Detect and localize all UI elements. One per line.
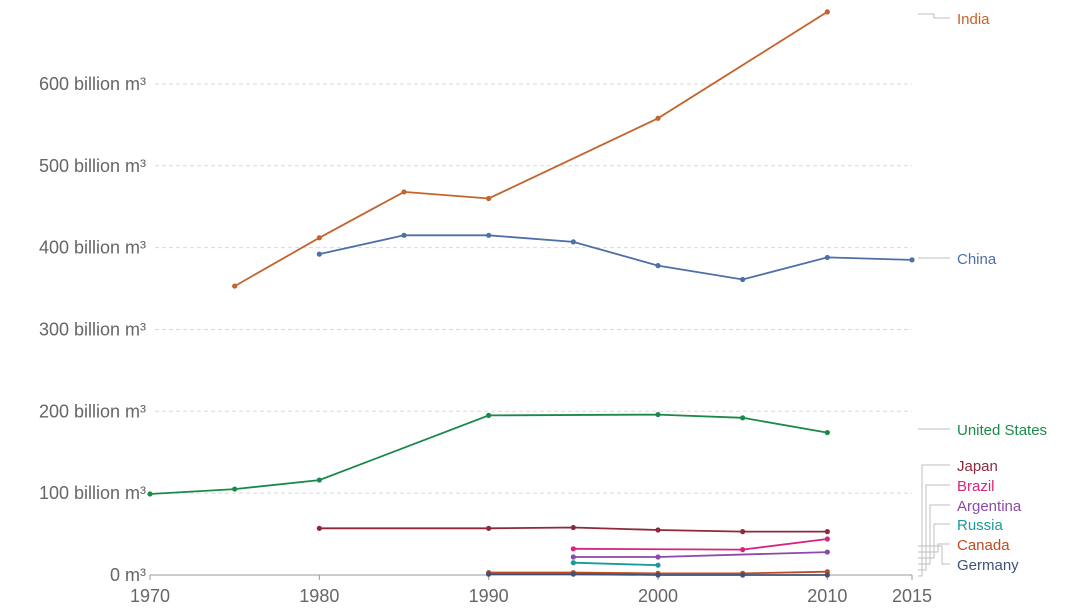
x-tick-label: 2015 bbox=[892, 586, 932, 606]
data-point-united-states bbox=[740, 415, 746, 421]
series-label-united-states: United States bbox=[957, 422, 1047, 439]
data-point-china bbox=[655, 263, 661, 269]
data-point-india bbox=[655, 115, 661, 121]
y-tick-label: 0 m³ bbox=[110, 565, 146, 585]
leader-line-russia bbox=[918, 523, 950, 559]
y-tick-label: 200 billion m³ bbox=[39, 401, 146, 421]
x-tick-label: 1980 bbox=[299, 586, 339, 606]
data-point-brazil bbox=[824, 536, 830, 542]
x-tick-label: 2010 bbox=[807, 586, 847, 606]
leader-line-india bbox=[918, 13, 950, 19]
series-line-united-states bbox=[149, 413, 828, 495]
y-tick-label: 100 billion m³ bbox=[39, 483, 146, 503]
data-point-india bbox=[401, 189, 407, 195]
series-line-china bbox=[319, 234, 913, 281]
data-point-india bbox=[824, 9, 830, 15]
data-point-india bbox=[232, 283, 238, 289]
y-tick-label: 500 billion m³ bbox=[39, 156, 146, 176]
series-label-india: India bbox=[957, 11, 990, 28]
data-point-china bbox=[824, 254, 830, 261]
leader-line-argentina bbox=[918, 504, 950, 565]
leader-line-canada bbox=[918, 543, 950, 553]
leader-line-germany bbox=[918, 545, 950, 565]
data-point-china bbox=[316, 251, 322, 257]
series-label-brazil: Brazil bbox=[957, 478, 995, 495]
y-axis-tick-labels: 0 m³ 100 billion m³ 200 billion m³ 300 bill… bbox=[39, 74, 146, 585]
leader-line-brazil bbox=[918, 484, 950, 571]
data-point-united-states bbox=[824, 429, 830, 436]
series-label-canada: Canada bbox=[957, 537, 1010, 554]
data-point-united-states bbox=[316, 477, 322, 483]
series-label-china: China bbox=[957, 251, 997, 268]
data-point-brazil bbox=[570, 546, 576, 552]
data-point-brazil bbox=[740, 547, 746, 553]
data-point-argentina bbox=[824, 549, 830, 555]
data-point-russia bbox=[570, 560, 576, 566]
data-point-china bbox=[401, 232, 407, 238]
data-point-united-states bbox=[486, 412, 492, 418]
data-point-china bbox=[740, 276, 746, 283]
data-point-japan bbox=[570, 524, 576, 531]
series-line-russia bbox=[573, 561, 659, 567]
data-point-japan bbox=[824, 529, 830, 535]
data-point-united-states bbox=[232, 486, 238, 492]
series-label-germany: Germany bbox=[957, 557, 1019, 574]
series-line-brazil bbox=[573, 538, 828, 551]
y-tick-label: 400 billion m³ bbox=[39, 238, 146, 258]
series-labels: India China United States Japan Brazil Argent… bbox=[918, 11, 1047, 577]
data-point-japan bbox=[486, 525, 492, 531]
series-line-argentina bbox=[573, 551, 828, 558]
series-line-india bbox=[234, 11, 828, 287]
data-point-germany bbox=[486, 571, 492, 577]
x-tick-label: 1970 bbox=[130, 586, 170, 606]
data-point-united-states bbox=[655, 411, 661, 418]
data-point-china bbox=[909, 257, 915, 263]
x-tick-label: 1990 bbox=[469, 586, 509, 606]
series-label-argentina: Argentina bbox=[957, 498, 1022, 515]
data-point-united-states bbox=[147, 491, 153, 497]
leader-line-japan bbox=[918, 464, 950, 577]
y-tick-label: 600 billion m³ bbox=[39, 74, 146, 94]
data-point-japan bbox=[655, 527, 661, 533]
data-point-germany bbox=[740, 572, 746, 578]
data-point-japan bbox=[740, 529, 746, 535]
data-point-china bbox=[486, 232, 492, 238]
gridlines bbox=[155, 83, 912, 494]
data-point-germany bbox=[655, 572, 661, 578]
y-tick-label: 300 billion m³ bbox=[39, 319, 146, 339]
data-point-india bbox=[486, 195, 492, 202]
x-tick-label: 2000 bbox=[638, 586, 678, 606]
data-point-argentina bbox=[655, 554, 661, 560]
series-label-russia: Russia bbox=[957, 517, 1004, 534]
x-axis: 1970 1980 1990 2000 2010 2015 bbox=[130, 574, 932, 606]
data-point-japan bbox=[316, 525, 322, 531]
data-point-germany bbox=[824, 572, 830, 578]
data-point-argentina bbox=[570, 554, 576, 560]
data-point-india bbox=[316, 235, 322, 241]
data-point-germany bbox=[570, 571, 576, 577]
data-point-russia bbox=[655, 562, 661, 568]
data-point-china bbox=[570, 239, 576, 245]
series-lines bbox=[147, 9, 915, 578]
series-line-japan bbox=[319, 526, 828, 533]
series-label-japan: Japan bbox=[957, 458, 998, 475]
